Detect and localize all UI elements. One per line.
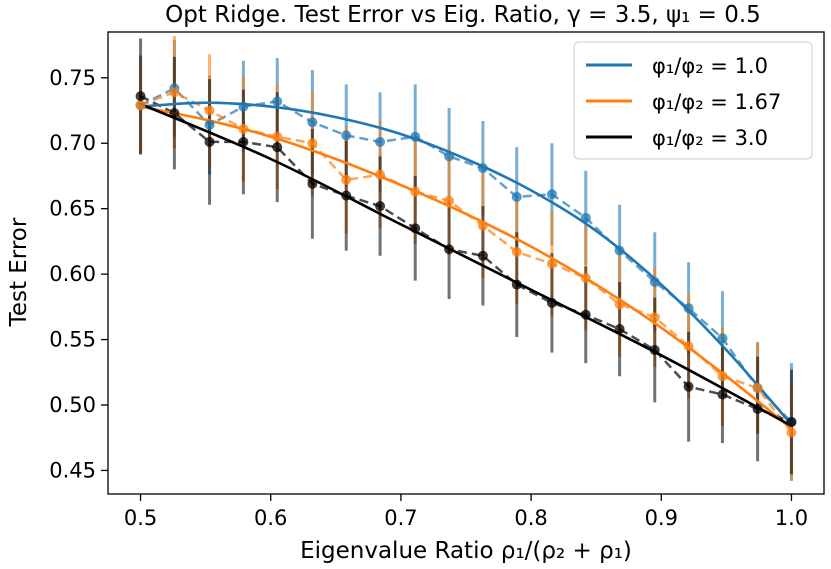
data-point-1-67 [683, 341, 694, 352]
data-point-3-0 [444, 244, 455, 255]
x-tick-label: 1.0 [775, 506, 808, 530]
data-point-1-67 [546, 258, 557, 269]
y-tick-label: 0.65 [49, 197, 96, 221]
data-point-3-0 [169, 108, 180, 119]
data-point-3-0 [135, 91, 146, 102]
data-point-3-0 [717, 389, 728, 400]
data-point-1-67 [341, 174, 352, 185]
data-point-3-0 [752, 403, 763, 414]
y-tick-label: 0.45 [49, 458, 96, 482]
data-point-3-0 [580, 309, 591, 320]
plot-frame [107, 31, 825, 495]
legend-label-1-67: φ₁/φ₂ = 1.67 [652, 90, 781, 114]
data-point-3-0 [410, 223, 421, 234]
data-point-3-0 [786, 417, 797, 428]
x-tick-label: 0.5 [124, 506, 157, 530]
chart-title: Opt Ridge. Test Error vs Eig. Ratio, γ =… [165, 2, 761, 28]
data-point-1-0 [580, 212, 591, 223]
data-point-1-0 [511, 191, 522, 202]
data-point-3-0 [238, 136, 249, 147]
data-point-3-0 [307, 178, 318, 189]
data-point-1-67 [477, 220, 488, 231]
data-point-3-0 [375, 201, 386, 212]
data-point-1-0 [683, 303, 694, 314]
data-point-1-0 [204, 119, 215, 130]
data-point-1-67 [272, 131, 283, 142]
x-axis-label: Eigenvalue Ratio ρ₁/(ρ₂ + ρ₁) [300, 538, 632, 564]
data-point-1-0 [375, 136, 386, 147]
data-point-1-67 [511, 246, 522, 257]
x-tick-label: 0.7 [384, 506, 417, 530]
data-point-1-67 [717, 371, 728, 382]
data-point-1-67 [614, 299, 625, 310]
data-point-1-0 [614, 245, 625, 256]
data-point-1-0 [341, 130, 352, 141]
x-tick-label: 0.9 [645, 506, 678, 530]
data-point-1-67 [752, 382, 763, 393]
y-tick-label: 0.55 [49, 328, 96, 352]
data-point-3-0 [683, 381, 694, 392]
data-point-1-0 [477, 163, 488, 174]
data-point-1-67 [649, 312, 660, 323]
y-tick-label: 0.75 [49, 66, 96, 90]
data-point-1-0 [238, 101, 249, 112]
empirical-line-3-0 [139, 94, 792, 424]
y-tick-label: 0.50 [49, 393, 96, 417]
data-point-1-67 [375, 169, 386, 180]
data-point-3-0 [272, 142, 283, 153]
legend-box [573, 41, 813, 160]
data-point-1-0 [444, 151, 455, 162]
y-axis-label: Test Error [6, 217, 32, 327]
y-tick-label: 0.70 [49, 131, 96, 155]
theory-curve-3-0 [139, 102, 793, 428]
data-point-1-67 [444, 195, 455, 206]
data-point-3-0 [614, 324, 625, 335]
data-point-1-67 [238, 123, 249, 134]
data-point-1-67 [135, 100, 146, 111]
x-tick-label: 0.6 [254, 506, 287, 530]
legend: φ₁/φ₂ = 1.0 φ₁/φ₂ = 1.67 φ₁/φ₂ = 3.0 [573, 41, 813, 160]
x-tick-label: 0.8 [514, 506, 547, 530]
data-point-3-0 [649, 345, 660, 356]
data-point-3-0 [477, 250, 488, 261]
data-point-1-0 [272, 96, 283, 107]
data-point-1-67 [786, 427, 797, 438]
data-point-1-0 [546, 189, 557, 200]
legend-label-3-0: φ₁/φ₂ = 3.0 [652, 126, 768, 150]
data-point-1-67 [410, 186, 421, 197]
data-point-3-0 [341, 190, 352, 201]
data-point-1-67 [169, 87, 180, 98]
data-point-3-0 [546, 297, 557, 308]
legend-label-1-0: φ₁/φ₂ = 1.0 [652, 54, 768, 78]
data-point-1-67 [307, 138, 318, 149]
data-point-1-0 [717, 333, 728, 344]
data-point-3-0 [511, 279, 522, 290]
data-point-1-0 [307, 117, 318, 128]
y-tick-label: 0.60 [49, 262, 96, 286]
data-point-1-67 [204, 105, 215, 116]
data-point-1-67 [580, 273, 591, 284]
data-point-1-0 [410, 131, 421, 142]
data-point-1-0 [649, 276, 660, 287]
data-point-3-0 [204, 136, 215, 147]
